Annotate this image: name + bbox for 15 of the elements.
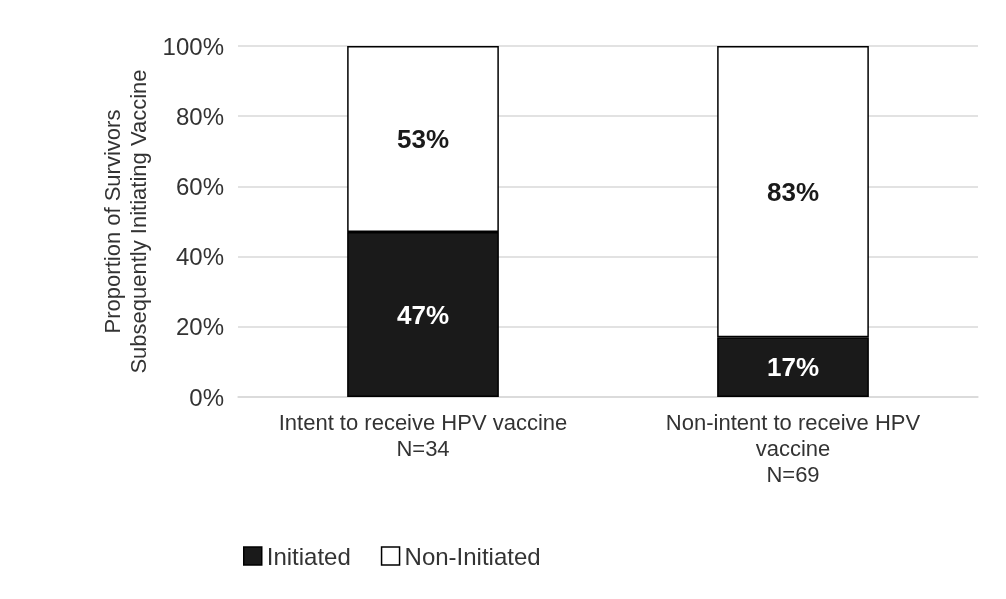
data-label: 83% [766, 176, 820, 207]
legend-label: Initiated [266, 542, 351, 570]
data-label: 53% [396, 124, 450, 155]
y-tick-label: 60% [175, 172, 224, 200]
y-axis-title: Proportion of Survivors Subsequently Initiating Vaccine [100, 69, 152, 374]
y-tick-label: 40% [175, 243, 224, 271]
data-label: 17% [766, 352, 820, 383]
y-tick-label: 80% [175, 102, 224, 130]
legend-label: Non-Initiated [404, 542, 541, 570]
y-tick-label: 20% [175, 313, 224, 341]
y-tick-label: 0% [189, 383, 224, 411]
y-tick-label: 100% [162, 32, 224, 60]
data-label: 47% [396, 299, 450, 330]
x-tick-label: Non-intent to receive HPV vaccine N=69 [665, 409, 921, 487]
x-tick-label: Intent to receive HPV vaccine N=34 [278, 409, 568, 461]
